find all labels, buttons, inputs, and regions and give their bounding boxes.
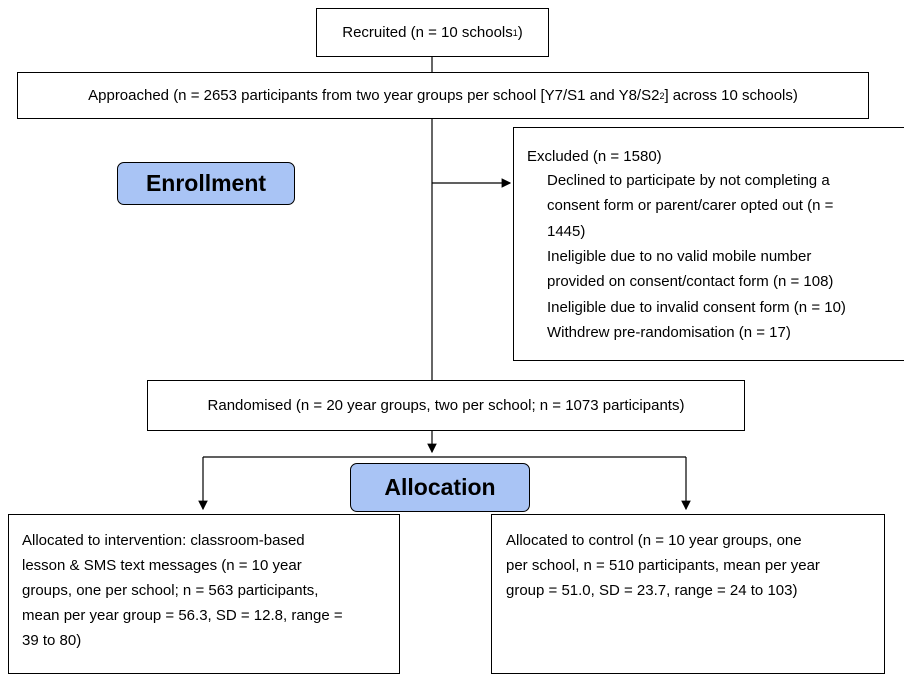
text-line: lesson & SMS text messages (n = 10 year xyxy=(22,557,302,574)
text-line: group = 51.0, SD = 23.7, range = 24 to 1… xyxy=(506,582,798,599)
allocation-label: Allocation xyxy=(350,463,530,512)
excluded-box: Excluded (n = 1580) Declined to participa… xyxy=(513,127,904,361)
text-line: Allocated to control (n = 10 year groups… xyxy=(506,532,802,549)
page: Recruited (n = 10 schools 1) Approached (… xyxy=(8,8,904,674)
text-line: Ineligible due to invalid consent form (… xyxy=(547,298,846,316)
intervention-box: Allocated to intervention: classroom-bas… xyxy=(8,514,400,674)
control-box: Allocated to control (n = 10 year groups… xyxy=(491,514,885,674)
text-line: Withdrew pre-randomisation (n = 17) xyxy=(547,323,791,341)
text-line: provided on consent/contact form (n = 10… xyxy=(547,273,834,291)
text-line: mean per year group = 56.3, SD = 12.8, r… xyxy=(22,607,343,624)
text: ] across 10 schools) xyxy=(664,87,798,104)
text-line: per school, n = 510 participants, mean p… xyxy=(506,557,820,574)
text-line: 39 to 80) xyxy=(22,632,82,649)
superscript: 2 xyxy=(659,90,665,101)
randomised-box: Randomised (n = 20 year groups, two per … xyxy=(147,380,745,431)
text: Recruited (n = 10 schools xyxy=(342,24,513,41)
text-line: Declined to participate by not completin… xyxy=(547,172,830,189)
approached-box: Approached (n = 2653 participants from t… xyxy=(17,72,869,119)
text-line: Excluded (n = 1580) xyxy=(527,148,662,165)
text-line: Ineligible due to no valid mobile number xyxy=(547,247,812,265)
recruited-box: Recruited (n = 10 schools 1) xyxy=(316,8,549,57)
text-line: groups, one per school; n = 563 particip… xyxy=(22,582,319,599)
text-line: Allocated to intervention: classroom-bas… xyxy=(22,532,305,549)
enrollment-label: Enrollment xyxy=(117,162,295,205)
text: ) xyxy=(517,24,523,41)
superscript: 1 xyxy=(512,27,518,38)
text-line: consent form or parent/carer opted out (… xyxy=(547,197,834,215)
text: Approached (n = 2653 participants from t… xyxy=(88,87,660,104)
connectors xyxy=(198,56,691,511)
text-line: 1445) xyxy=(547,222,586,240)
